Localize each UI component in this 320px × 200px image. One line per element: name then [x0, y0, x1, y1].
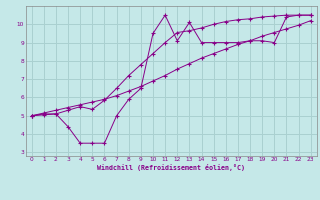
- X-axis label: Windchill (Refroidissement éolien,°C): Windchill (Refroidissement éolien,°C): [97, 164, 245, 171]
